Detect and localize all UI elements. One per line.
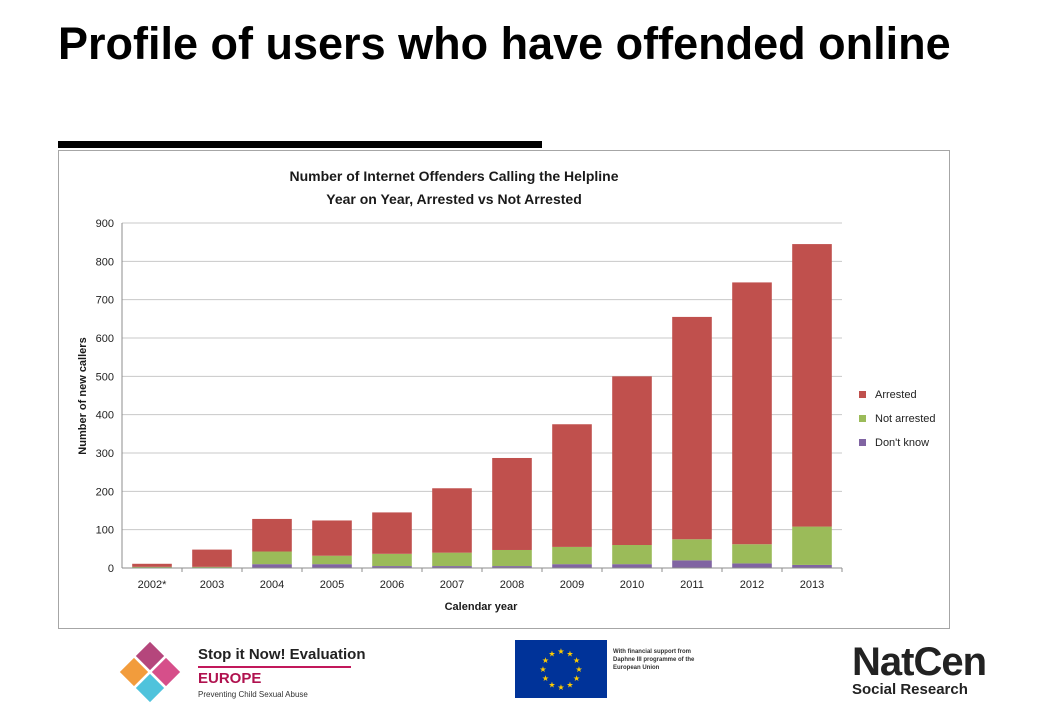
bar-segment-not-arrested [252,551,292,565]
bar-segment-don-t-know [612,564,652,568]
bar-segment-not-arrested [132,566,172,568]
chart-frame: Number of Internet Offenders Calling the… [58,150,950,629]
x-tick-label: 2006 [380,579,404,591]
bar-segment-don-t-know [252,564,292,568]
bar-segment-not-arrested [792,526,832,565]
eu-star-icon: ★ [557,647,564,656]
eu-star-icon: ★ [542,674,549,683]
chart-subtitle: Year on Year, Arrested vs Not Arrested [326,191,582,207]
stop-it-now-emblem-icon [119,641,181,703]
eu-support-logo: ★ ★ ★ ★ ★ ★ ★ ★ ★ ★ ★ ★ With financial support from… [515,640,715,698]
bar-segment-not-arrested [192,566,232,568]
bar-segment-not-arrested [732,544,772,564]
bar-segment-not-arrested [432,552,472,567]
x-tick-label: 2005 [320,579,344,591]
bar-segment-arrested [552,424,592,547]
bar-segment-arrested [372,512,412,554]
bar-segment-don-t-know [552,564,592,568]
eu-star-icon: ★ [566,649,573,658]
bar-segment-arrested [432,488,472,553]
stop-it-now-europe: EUROPE [198,670,262,687]
bar-segment-not-arrested [552,546,592,565]
eu-support-text: With financial support from Daphne III p… [613,649,695,671]
x-tick-label: 2002* [138,579,167,591]
x-tick-label: 2003 [200,579,224,591]
y-tick-label: 900 [96,218,114,230]
slide-title: Profile of users who have offended onlin… [58,18,951,69]
eu-star-icon: ★ [542,656,549,665]
legend-swatch [859,391,866,398]
legend-label: Not arrested [875,413,936,425]
bar-segment-arrested [792,244,832,527]
x-tick-label: 2010 [620,579,644,591]
x-tick-label: 2012 [740,579,764,591]
y-tick-label: 400 [96,410,114,422]
natcen-logo: NatCen Social Research [852,640,987,698]
legend-label: Arrested [875,389,917,401]
eu-star-icon: ★ [573,656,580,665]
bar-segment-don-t-know [372,566,412,568]
bar-segment-don-t-know [732,563,772,568]
eu-flag-icon: ★ ★ ★ ★ ★ ★ ★ ★ ★ ★ ★ ★ [515,640,607,698]
bar-segment-arrested [192,549,232,567]
eu-star-icon: ★ [539,665,546,674]
eu-star-icon: ★ [548,649,555,658]
eu-star-icon: ★ [573,674,580,683]
bar-segment-don-t-know [672,560,712,568]
bar-segment-not-arrested [312,555,352,565]
y-tick-label: 600 [96,333,114,345]
y-tick-label: 0 [108,563,114,575]
x-tick-label: 2013 [800,579,824,591]
y-tick-label: 800 [96,256,114,268]
x-tick-label: 2007 [440,579,464,591]
x-tick-label: 2011 [680,579,704,591]
bar-segment-don-t-know [432,566,472,568]
y-tick-label: 700 [96,295,114,307]
x-tick-label: 2009 [560,579,584,591]
eu-star-icon: ★ [557,683,564,692]
bar-segment-arrested [492,457,532,550]
bar-segment-arrested [732,282,772,545]
y-tick-label: 200 [96,486,114,498]
eu-star-icon: ★ [575,665,582,674]
x-tick-label: 2004 [260,579,284,591]
bar-segment-arrested [672,316,712,540]
footer-logos: Stop it Now! Evaluation EUROPE Preventin… [0,632,1040,720]
bar-segment-don-t-know [312,564,352,568]
title-underline [58,141,542,148]
x-tick-label: 2008 [500,579,524,591]
y-tick-label: 300 [96,448,114,460]
bar-segment-not-arrested [672,539,712,561]
bar-segment-not-arrested [612,545,652,565]
bar-segment-arrested [252,518,292,552]
stop-it-now-divider [198,666,351,668]
bar-segment-don-t-know [492,566,532,568]
chart-title: Number of Internet Offenders Calling the… [289,168,618,184]
bar-segment-not-arrested [492,549,532,567]
bar-segment-don-t-know [792,564,832,568]
y-tick-label: 500 [96,371,114,383]
bar-segment-arrested [312,520,352,556]
bar-segment-arrested [132,563,172,567]
y-tick-label: 100 [96,525,114,537]
stop-it-now-logo: Stop it Now! Evaluation EUROPE Preventin… [118,640,366,706]
y-axis-label: Number of new callers [77,337,89,454]
bar-segment-not-arrested [372,553,412,567]
bar-segment-arrested [612,376,652,545]
stacked-bar-chart: Number of Internet Offenders Calling the… [77,168,936,613]
natcen-wordmark: NatCen [852,640,987,684]
stop-it-now-title: Stop it Now! Evaluation [198,646,366,663]
eu-star-icon: ★ [566,681,573,690]
legend-label: Don't know [875,437,929,449]
eu-star-icon: ★ [548,681,555,690]
legend-swatch [859,439,866,446]
stop-it-now-tagline: Preventing Child Sexual Abuse [198,690,308,699]
legend-swatch [859,415,866,422]
x-axis-label: Calendar year [445,601,518,613]
natcen-subtitle: Social Research [852,681,968,698]
